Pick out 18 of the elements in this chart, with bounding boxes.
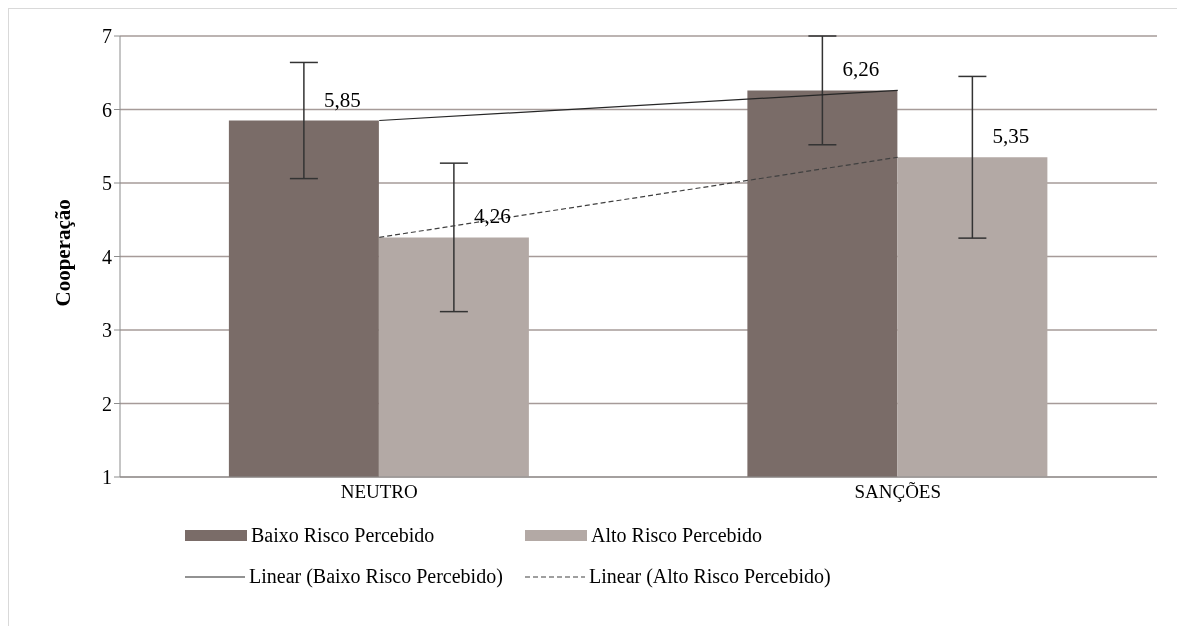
data-label: 6,26 — [842, 57, 880, 82]
legend-label: Baixo Risco Percebido — [251, 524, 435, 547]
x-tick-label: SANÇÕES — [854, 481, 942, 503]
y-tick-label: 1 — [102, 466, 112, 489]
data-label: 4,26 — [473, 204, 511, 229]
y-tick-label: 7 — [102, 25, 112, 48]
x-tick-label: NEUTRO — [340, 481, 418, 503]
data-label: 5,35 — [992, 124, 1030, 149]
legend-label: Linear (Alto Risco Percebido) — [589, 565, 831, 588]
y-axis-title: Cooperação — [51, 199, 76, 307]
y-tick-label: 5 — [102, 172, 112, 195]
y-tick-label: 2 — [102, 392, 112, 415]
legend-label: Linear (Baixo Risco Percebido) — [249, 565, 503, 588]
data-label: 5,85 — [323, 87, 361, 112]
y-tick-label: 4 — [102, 245, 112, 268]
legend-label: Alto Risco Percebido — [591, 524, 763, 547]
y-tick-label: 6 — [102, 98, 112, 121]
y-tick-label: 3 — [102, 319, 112, 342]
